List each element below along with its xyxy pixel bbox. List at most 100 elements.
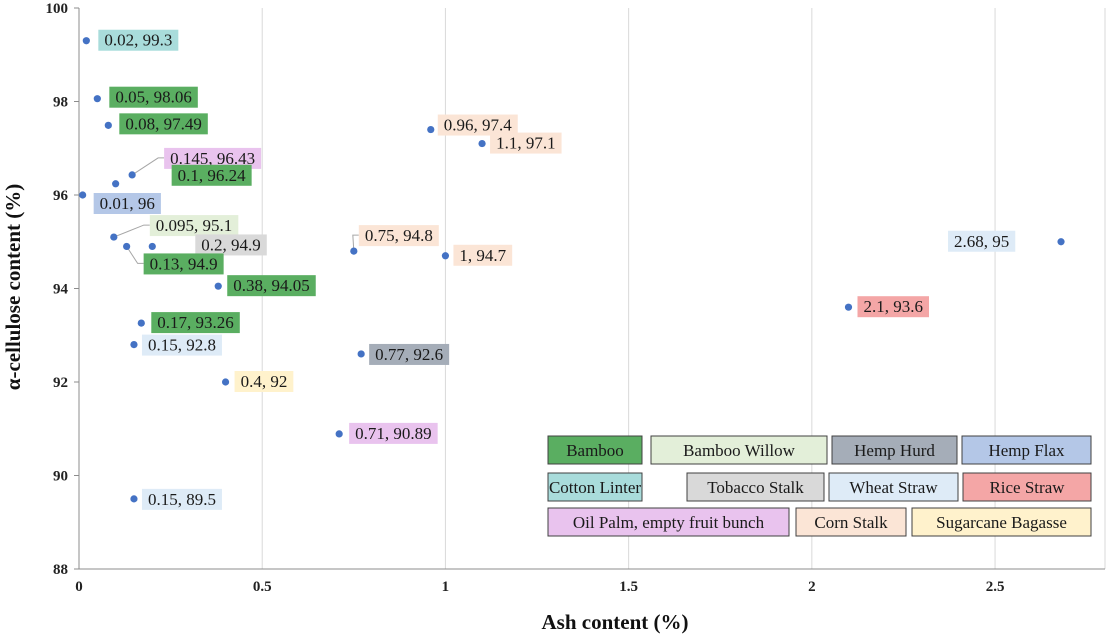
legend-label: Cotton Linter [549, 478, 641, 497]
data-label-box [164, 147, 262, 169]
data-label-box [437, 114, 518, 136]
data-point [112, 180, 120, 188]
data-label: 0.2, 94.9 [195, 234, 267, 256]
data-label-box [151, 312, 240, 334]
x-tick-label: 1.5 [619, 579, 638, 595]
legend-item: Corn Stalk [795, 507, 907, 537]
data-label-text: 0.15, 92.8 [148, 336, 216, 355]
legend-label: Corn Stalk [814, 513, 888, 532]
data-label-box [857, 296, 929, 318]
data-point [130, 341, 138, 349]
data-label: 0.095, 95.1 [149, 215, 239, 237]
data-label-text: 1.1, 97.1 [496, 134, 555, 153]
data-label-text: 0.77, 92.6 [375, 345, 443, 364]
data-label-text: 1, 94.7 [459, 246, 506, 265]
y-tick-label: 94 [53, 282, 69, 298]
data-label-text: 0.1, 96.24 [178, 166, 247, 185]
data-label-text: 0.145, 96.43 [170, 149, 255, 168]
data-point [221, 378, 230, 386]
y-tick-label: 100 [46, 1, 69, 17]
data-points [79, 37, 1065, 503]
x-tick-label: 2.5 [986, 579, 1005, 595]
data-label-box [227, 275, 316, 297]
data-label: 0.13, 94.9 [143, 253, 224, 275]
data-label-box [93, 193, 161, 214]
legend: Bamboo Bamboo Willow Hemp Hurd Hemp Flax Cot… [547, 435, 1092, 537]
x-tick-label: 0 [75, 579, 83, 595]
x-tick-label: 2 [808, 579, 816, 595]
data-label-text: 0.095, 95.1 [156, 216, 233, 235]
legend-item: Hemp Flax [961, 435, 1092, 465]
leader-line [113, 224, 150, 238]
data-label-box [195, 234, 267, 256]
data-point [478, 139, 486, 148]
data-point [844, 303, 853, 311]
x-tick-labels: 0 0.5 1 1.5 2 2.5 [75, 579, 1004, 595]
data-label-text: 0.2, 94.9 [201, 235, 260, 254]
legend-label: Hemp Hurd [854, 441, 935, 460]
x-tick-label: 0.5 [253, 579, 272, 595]
data-label-box [119, 113, 208, 135]
data-label-text: 0.01, 96 [100, 194, 155, 213]
leader-line [352, 234, 359, 252]
data-labels: 0.02, 99.3 0.05, 98.06 0.08, 97.49 0.145, 9… [93, 29, 1016, 510]
legend-swatch [686, 472, 825, 502]
data-point [148, 242, 156, 251]
x-axis-title: Ash content (%) [542, 610, 689, 634]
data-label: 0.15, 92.8 [141, 334, 222, 356]
data-label-text: 0.15, 89.5 [148, 490, 216, 509]
data-label-box [141, 488, 222, 510]
data-label: 0.4, 92 [234, 371, 294, 392]
leader-lines [113, 157, 359, 264]
legend-swatch [828, 472, 959, 502]
y-tick-label: 88 [53, 562, 68, 578]
y-tick-label: 96 [53, 188, 69, 204]
data-label-box [349, 422, 438, 444]
data-label-box [149, 215, 239, 237]
data-label-box [453, 244, 513, 266]
data-point [137, 319, 145, 327]
data-label-text: 0.4, 92 [241, 372, 288, 391]
legend-swatch [547, 507, 790, 537]
legend-swatch [650, 435, 828, 465]
legend-swatch [547, 472, 643, 502]
leader-line [131, 157, 165, 176]
data-label-text: 2.68, 95 [954, 232, 1009, 251]
data-label: 0.1, 96.24 [171, 164, 252, 186]
data-label-box [98, 29, 179, 51]
data-label: 0.75, 94.8 [358, 225, 439, 247]
data-label-text: 2.1, 93.6 [864, 297, 924, 316]
data-label: 0.77, 92.6 [369, 343, 450, 365]
legend-item: Hemp Hurd [831, 435, 958, 465]
data-label-text: 0.75, 94.8 [365, 226, 433, 245]
legend-swatch [831, 435, 958, 465]
y-tick-label: 98 [53, 95, 68, 111]
data-label: 0.145, 96.43 [164, 147, 262, 169]
data-label-text: 0.05, 98.06 [115, 88, 192, 107]
y-tick-labels: 88 90 92 94 96 98 100 [46, 1, 69, 578]
legend-label: Sugarcane Bagasse [936, 513, 1067, 532]
y-tick-label: 92 [53, 375, 68, 391]
legend-swatch [911, 507, 1092, 537]
legend-item: Rice Straw [962, 472, 1092, 502]
data-point [335, 430, 343, 438]
data-label-box [358, 225, 439, 247]
data-label-box [171, 164, 252, 186]
data-label: 0.02, 99.3 [98, 29, 179, 51]
data-point [110, 233, 118, 241]
data-label-text: 0.17, 93.26 [157, 313, 234, 332]
legend-label: Hemp Flax [988, 441, 1065, 460]
legend-label: Bamboo Willow [683, 441, 796, 460]
data-label: 0.01, 96 [93, 193, 161, 214]
data-label: 0.96, 97.4 [437, 114, 518, 136]
legend-swatch [795, 507, 907, 537]
data-label-text: 0.02, 99.3 [104, 31, 172, 50]
data-point [82, 37, 90, 45]
legend-label: Oil Palm, empty fruit bunch [573, 513, 765, 532]
data-label: 1.1, 97.1 [490, 132, 562, 154]
data-point [214, 282, 222, 290]
data-label: 0.05, 98.06 [109, 86, 198, 108]
data-label: 0.38, 94.05 [227, 275, 316, 297]
data-point [93, 95, 101, 103]
data-label-box [109, 86, 198, 108]
